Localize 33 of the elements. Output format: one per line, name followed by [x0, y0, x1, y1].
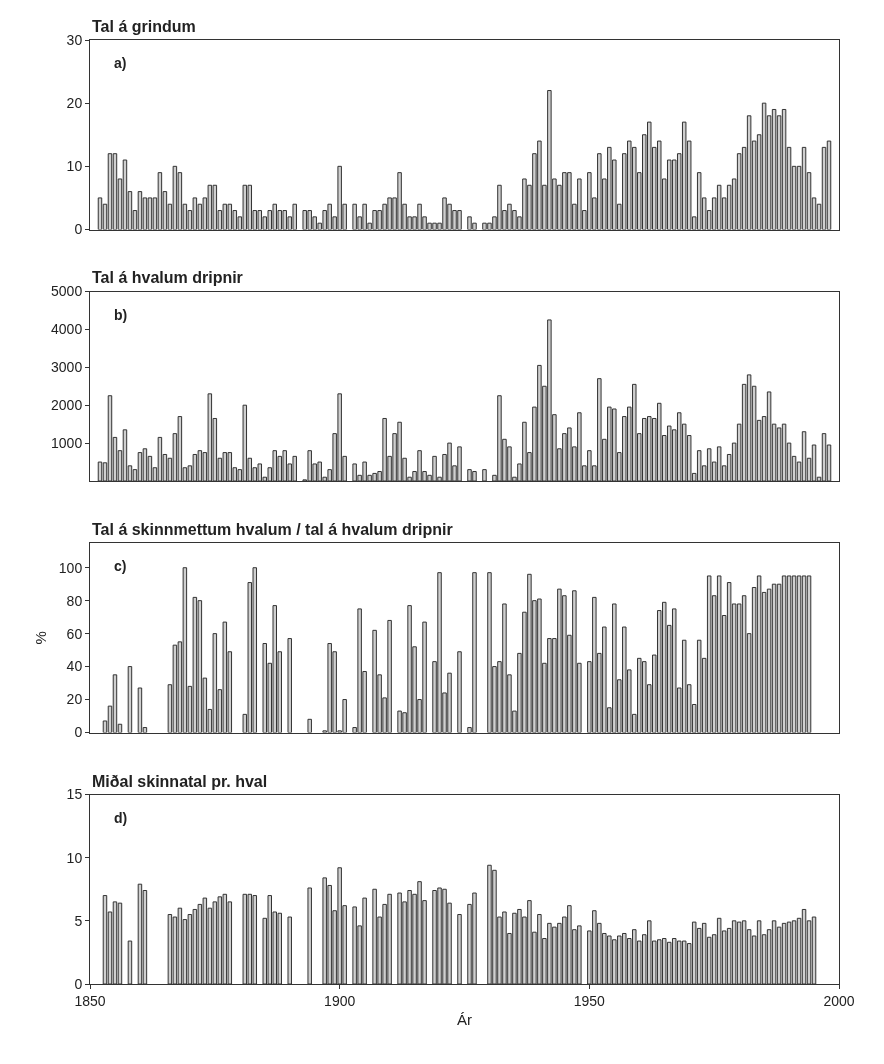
y-tick-label: 5: [74, 912, 83, 929]
y-tick-label: 10: [66, 849, 83, 866]
x-tick-label: 1900: [324, 992, 356, 1009]
y-tick-label: 3000: [51, 359, 83, 376]
y-tick-label: 20: [66, 95, 83, 112]
annotation: b): [114, 307, 128, 323]
chart-title: Tal á grindum: [92, 18, 196, 35]
x-tick-label: 1850: [74, 992, 106, 1009]
y-tick-label: 60: [66, 625, 83, 642]
x-tick-label: 2000: [823, 992, 855, 1009]
y-tick-label: 0: [74, 975, 83, 992]
x-tick-label: 1950: [573, 992, 606, 1009]
y-tick-label: 5000: [51, 283, 83, 300]
chart-title: Tal á hvalum dripnir: [92, 269, 243, 286]
y-tick-label: 0: [74, 221, 83, 238]
annotation: c): [114, 558, 127, 574]
y-tick-label: 80: [66, 592, 83, 609]
chart-title: Miðal skinnatal pr. hval: [92, 773, 268, 790]
y-tick-label: 30: [66, 31, 83, 48]
y-tick-label: 1000: [51, 435, 83, 451]
y-tick-label: 10: [66, 158, 83, 175]
y-tick-label: 15: [66, 786, 83, 803]
annotation: d): [114, 810, 128, 826]
x-axis-title: Ár: [457, 1010, 472, 1028]
y-tick-label: 20: [66, 691, 83, 708]
y-tick-label: 4000: [51, 321, 83, 338]
y-tick-label: 100: [58, 559, 83, 576]
y-tick-label: 0: [74, 724, 83, 741]
y-tick-label: 40: [66, 658, 83, 675]
y-axis-title: %: [32, 631, 50, 645]
annotation: a): [114, 55, 127, 71]
chart-title: Tal á skinnmettum hvalum / tal á hvalum dripnir: [92, 521, 453, 538]
y-tick-label: 2000: [51, 397, 83, 414]
